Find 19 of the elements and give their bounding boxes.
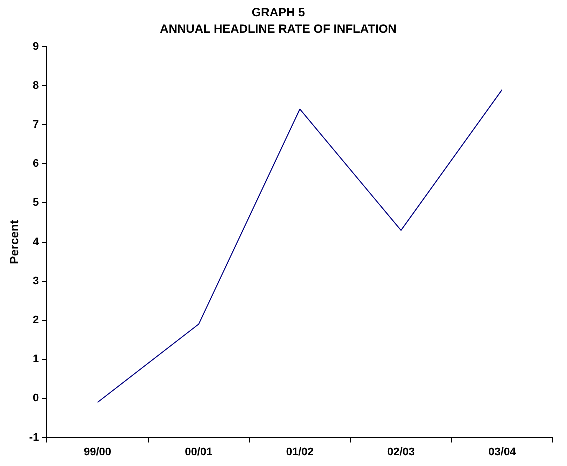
y-tick-label: 6 <box>33 158 40 170</box>
x-tick-label: 01/02 <box>286 446 314 458</box>
x-tick-label: 03/04 <box>488 446 518 458</box>
y-tick-label: 0 <box>33 392 40 405</box>
x-tick-label: 99/00 <box>84 446 112 458</box>
y-tick-label: 7 <box>33 119 40 132</box>
y-tick-label: 4 <box>33 236 40 248</box>
y-tick-label: 3 <box>33 275 40 288</box>
y-axis-title: Percent <box>8 220 22 264</box>
y-tick-label: 8 <box>33 80 40 92</box>
y-tick-label: 1 <box>33 354 40 366</box>
y-tick-label: -1 <box>29 432 40 444</box>
y-tick-label: 2 <box>33 314 40 327</box>
y-tick-label: 9 <box>33 40 40 53</box>
chart-subtitle: ANNUAL HEADLINE RATE OF INFLATION <box>160 22 397 36</box>
chart-title: GRAPH 5 <box>252 6 306 20</box>
y-tick-label: 5 <box>33 197 40 210</box>
x-tick-label: 02/03 <box>387 446 416 458</box>
x-tick-label: 00/01 <box>185 446 213 458</box>
